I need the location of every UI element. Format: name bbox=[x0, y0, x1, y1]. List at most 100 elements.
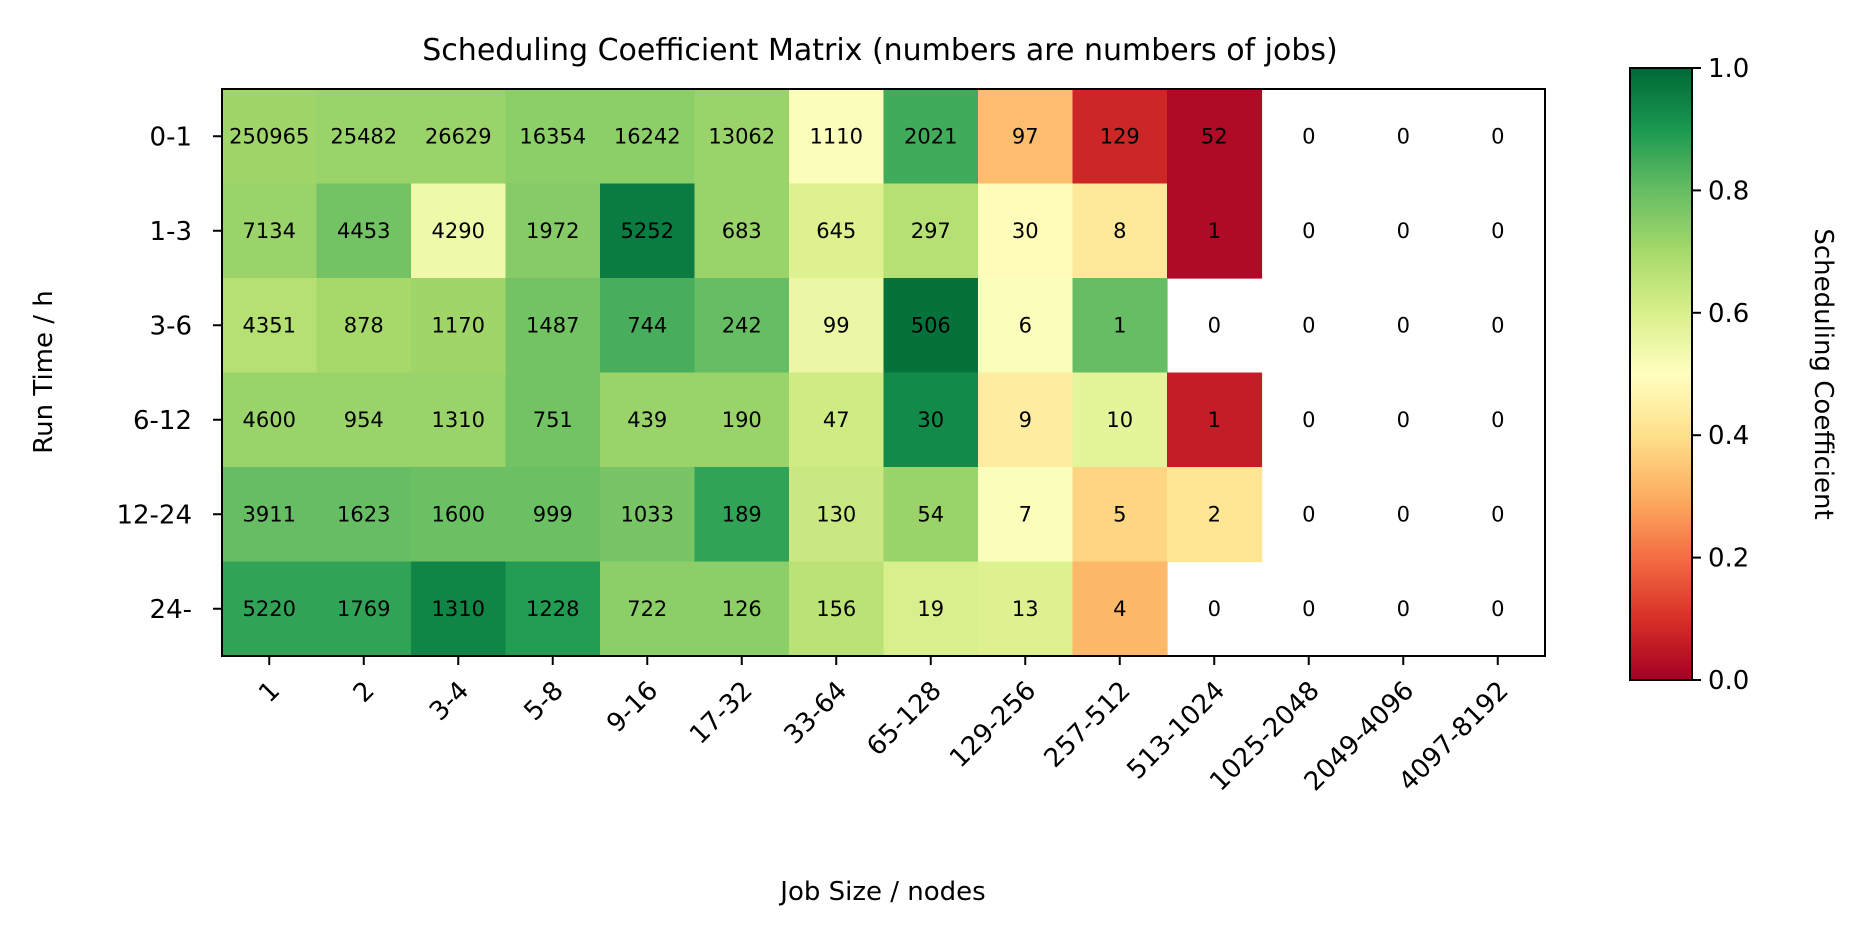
colorbar-label: Scheduling Coefficient bbox=[1808, 228, 1838, 519]
heatmap-cell bbox=[789, 372, 885, 468]
heatmap-cell bbox=[600, 372, 696, 468]
cell-count-label: 683 bbox=[722, 219, 762, 243]
cell-count-label: 6 bbox=[1019, 313, 1032, 337]
x-tick-label: 129-256 bbox=[944, 676, 1042, 774]
cell-count-label: 13062 bbox=[708, 124, 775, 148]
chart-title: Scheduling Coefficient Matrix (numbers a… bbox=[422, 33, 1337, 68]
cell-count-label: 25482 bbox=[330, 124, 397, 148]
x-tick-label: 65-128 bbox=[861, 676, 947, 762]
cell-count-label: 97 bbox=[1012, 124, 1039, 148]
colorbar-tick-label: 0.0 bbox=[1708, 666, 1749, 696]
cell-count-label: 99 bbox=[823, 313, 850, 337]
x-axis-ticks: 1 2 3-4 5-8 9-16 17-32 33-64 65-128129-256257-5… bbox=[253, 656, 1515, 797]
heatmap-cell bbox=[505, 183, 601, 279]
x-tick-label: 5-8 bbox=[518, 676, 569, 727]
cell-count-label: 52 bbox=[1201, 124, 1228, 148]
heatmap-cell bbox=[411, 278, 507, 374]
cell-count-label: 26629 bbox=[425, 124, 492, 148]
cell-count-label: 0 bbox=[1302, 313, 1315, 337]
cell-count-label: 9 bbox=[1019, 408, 1032, 432]
cell-count-label: 4290 bbox=[432, 219, 485, 243]
cell-count-label: 4600 bbox=[243, 408, 296, 432]
cell-count-label: 242 bbox=[722, 313, 762, 337]
cell-count-label: 0 bbox=[1208, 597, 1221, 621]
cell-count-label: 1769 bbox=[337, 597, 390, 621]
cell-count-label: 47 bbox=[823, 408, 850, 432]
cell-count-label: 0 bbox=[1491, 219, 1504, 243]
y-axis-ticks: 0-1 1-3 3-6 6-12 12-24 24- bbox=[116, 122, 222, 625]
colorbar-tick-label: 0.6 bbox=[1708, 299, 1749, 329]
cell-count-label: 130 bbox=[816, 502, 856, 526]
cell-count-label: 1310 bbox=[432, 408, 485, 432]
cell-count-label: 999 bbox=[533, 502, 573, 526]
cell-count-label: 7 bbox=[1019, 502, 1032, 526]
cell-count-label: 0 bbox=[1397, 408, 1410, 432]
cell-count-label: 0 bbox=[1491, 597, 1504, 621]
y-tick-label: 0-1 bbox=[150, 122, 192, 152]
cell-count-label: 0 bbox=[1302, 408, 1315, 432]
cell-count-label: 0 bbox=[1208, 313, 1221, 337]
cell-count-label: 0 bbox=[1397, 124, 1410, 148]
heatmap-cell bbox=[505, 467, 601, 563]
heatmap-cell bbox=[1072, 561, 1168, 657]
y-tick-label: 24- bbox=[150, 595, 192, 625]
plot-frame bbox=[221, 88, 1546, 657]
heatmap-cell bbox=[600, 467, 696, 563]
heatmap-cell bbox=[883, 372, 979, 468]
cell-count-label: 506 bbox=[911, 313, 951, 337]
x-tick-label: 9-16 bbox=[601, 676, 664, 739]
cell-count-label: 439 bbox=[627, 408, 667, 432]
heatmap-cell bbox=[411, 372, 507, 468]
cell-count-label: 0 bbox=[1302, 502, 1315, 526]
heatmap-cell bbox=[505, 89, 601, 185]
x-tick-label: 2 bbox=[348, 676, 381, 709]
heatmap-cell bbox=[1072, 278, 1168, 374]
heatmap-cell bbox=[978, 89, 1074, 185]
heatmap-cell bbox=[978, 278, 1074, 374]
heatmap-cell bbox=[1167, 89, 1263, 185]
heatmap-cell bbox=[316, 561, 412, 657]
heatmap-cell bbox=[222, 89, 318, 185]
cell-count-label: 3911 bbox=[243, 502, 296, 526]
cell-count-label: 10 bbox=[1106, 408, 1133, 432]
heatmap-cell bbox=[222, 561, 318, 657]
heatmap-cell bbox=[222, 278, 318, 374]
colorbar-tick-label: 0.2 bbox=[1708, 544, 1749, 574]
heatmap-cell bbox=[316, 183, 412, 279]
heatmap-cell bbox=[1167, 467, 1263, 563]
cell-count-label: 1228 bbox=[526, 597, 579, 621]
cell-count-label: 0 bbox=[1397, 219, 1410, 243]
cell-count-label: 30 bbox=[917, 408, 944, 432]
cell-count-label: 54 bbox=[917, 502, 944, 526]
cell-count-label: 0 bbox=[1397, 597, 1410, 621]
cell-count-label: 8 bbox=[1113, 219, 1126, 243]
cell-count-label: 751 bbox=[533, 408, 573, 432]
heatmap-cell bbox=[1072, 183, 1168, 279]
heatmap-cell bbox=[883, 183, 979, 279]
heatmap-cell bbox=[1167, 372, 1263, 468]
heatmap-cell bbox=[1167, 183, 1263, 279]
heatmap-cell bbox=[694, 278, 790, 374]
heatmap-cell bbox=[1072, 89, 1168, 185]
heatmap-cell bbox=[883, 89, 979, 185]
cell-count-label: 1600 bbox=[432, 502, 485, 526]
cell-count-label: 5220 bbox=[243, 597, 296, 621]
heatmap-cell bbox=[316, 467, 412, 563]
colorbar-tick-label: 0.4 bbox=[1708, 421, 1749, 451]
cell-count-label: 0 bbox=[1491, 124, 1504, 148]
colorbar-ticks: 0.0 0.2 0.4 0.6 0.8 1.0 bbox=[1692, 54, 1749, 696]
cell-count-label: 7134 bbox=[243, 219, 296, 243]
heatmap-cell bbox=[505, 561, 601, 657]
cell-count-label: 19 bbox=[917, 597, 944, 621]
cell-count-label: 4351 bbox=[243, 313, 296, 337]
x-tick-label: 1 bbox=[253, 676, 286, 709]
cell-count-label: 4453 bbox=[337, 219, 390, 243]
cell-count-label: 0 bbox=[1491, 408, 1504, 432]
y-tick-label: 12-24 bbox=[116, 500, 192, 530]
heatmap-cell bbox=[600, 561, 696, 657]
cell-count-label: 0 bbox=[1302, 219, 1315, 243]
cell-count-label: 30 bbox=[1012, 219, 1039, 243]
cell-count-label: 16242 bbox=[614, 124, 681, 148]
heatmap-cell bbox=[411, 561, 507, 657]
